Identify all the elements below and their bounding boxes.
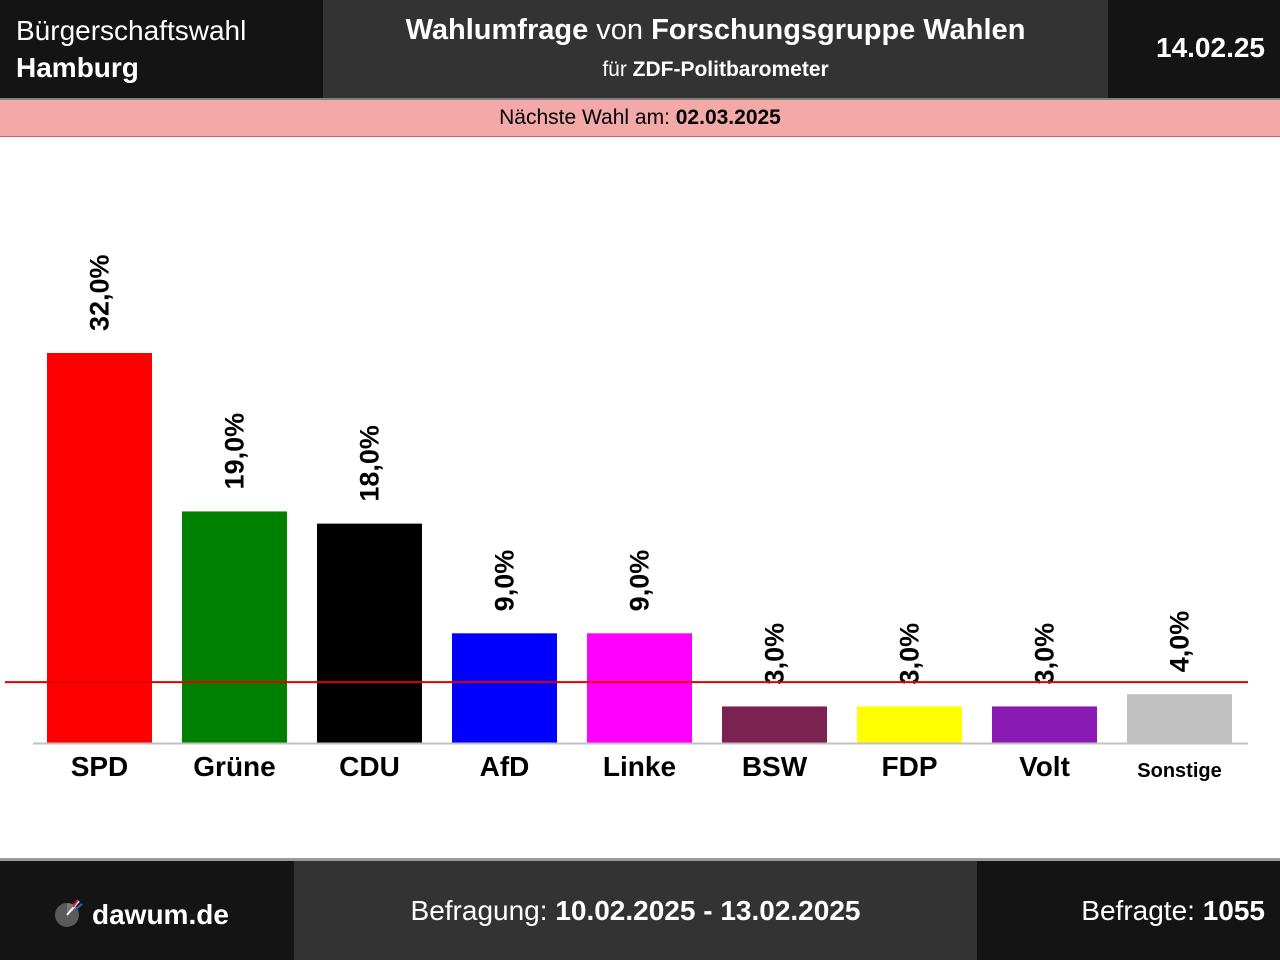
category-label-1: Grüne xyxy=(193,751,275,782)
header-title-panel: Wahlumfrage von Forschungsgruppe Wahlen … xyxy=(323,0,1108,98)
header-left-panel: Bürgerschaftswahl Hamburg xyxy=(0,0,323,98)
value-label-7: 3,0% xyxy=(1030,623,1060,685)
category-label-8: Sonstige xyxy=(1137,760,1221,782)
poll-bar-chart: 32,0% SPD 19,0% Grüne 18,0% CDU 9,0% AfD 9,0% Lin… xyxy=(5,254,1248,782)
category-label-0: SPD xyxy=(71,751,129,782)
bar-1 xyxy=(182,511,287,743)
respondents-text: Befragte: 1055 xyxy=(1081,895,1265,927)
category-label-4: Linke xyxy=(603,751,676,782)
bar-8 xyxy=(1127,694,1232,743)
poll-subtitle-prefix: für xyxy=(602,58,633,81)
bar-6 xyxy=(857,706,962,743)
site-name: dawum.de xyxy=(92,899,229,930)
next-election-date: 02.03.2025 xyxy=(675,106,781,129)
value-label-0: 32,0% xyxy=(85,254,115,331)
next-election-label: Nächste Wahl am: xyxy=(499,106,676,129)
category-label-2: CDU xyxy=(339,751,400,782)
value-label-1: 19,0% xyxy=(220,413,250,490)
value-label-3: 9,0% xyxy=(490,550,520,612)
pollster-name: Forschungsgruppe Wahlen xyxy=(651,14,1026,46)
category-label-7: Volt xyxy=(1019,751,1070,782)
election-type: Bürgerschaftswahl xyxy=(16,15,247,46)
bar-0 xyxy=(47,353,152,743)
value-label-8: 4,0% xyxy=(1165,611,1195,673)
category-label-5: BSW xyxy=(742,751,808,782)
bar-3 xyxy=(452,633,557,743)
respondents-panel: Befragte: 1055 xyxy=(977,861,1280,960)
poll-title-connector: von xyxy=(588,14,652,46)
value-label-5: 3,0% xyxy=(760,623,790,685)
header-divider xyxy=(0,98,1280,100)
client-name: ZDF-Politbarometer xyxy=(632,58,829,81)
next-election-banner: Nächste Wahl am: 02.03.2025 xyxy=(0,100,1280,137)
value-label-6: 3,0% xyxy=(895,623,925,685)
category-label-6: FDP xyxy=(882,751,938,782)
publication-date: 14.02.25 xyxy=(1156,32,1265,63)
value-label-4: 9,0% xyxy=(625,550,655,612)
poll-subtitle: für ZDF-Politbarometer xyxy=(323,58,1108,82)
dawum-logo-icon xyxy=(55,899,83,927)
survey-period-label: Befragung: xyxy=(410,895,556,926)
respondents-count: 1055 xyxy=(1202,895,1265,926)
poll-title: Wahlumfrage von Forschungsgruppe Wahlen xyxy=(323,14,1108,47)
footer-left-panel: dawum.de xyxy=(0,861,294,960)
bar-5 xyxy=(722,706,827,743)
bar-2 xyxy=(317,523,422,743)
respondents-label: Befragte: xyxy=(1081,895,1203,926)
bar-7 xyxy=(992,706,1097,743)
survey-period: 10.02.2025 - 13.02.2025 xyxy=(555,895,861,926)
footer-divider xyxy=(0,858,1280,861)
category-label-3: AfD xyxy=(480,751,530,782)
header-right-panel: 14.02.25 xyxy=(1108,0,1280,98)
bar-4 xyxy=(587,633,692,743)
region-name: Hamburg xyxy=(16,52,139,83)
poll-title-word: Wahlumfrage xyxy=(405,14,589,46)
value-label-2: 18,0% xyxy=(355,425,385,502)
survey-period-panel: Befragung: 10.02.2025 - 13.02.2025 xyxy=(294,861,977,960)
